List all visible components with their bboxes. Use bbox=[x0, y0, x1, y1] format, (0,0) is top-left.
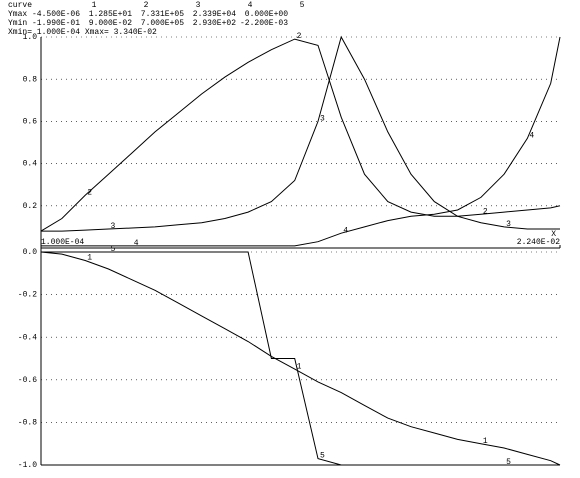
y-tick-label: 0.8 bbox=[23, 75, 38, 84]
header-ymin: 9.000E-02 bbox=[89, 19, 132, 28]
header-curve: 1 bbox=[92, 1, 97, 10]
x-tick-label: 2.240E-02 bbox=[517, 238, 560, 247]
curve-label: 2 bbox=[483, 207, 488, 216]
header-ymin: -1.990E-01 bbox=[32, 19, 80, 28]
header-ymin: 2.930E+02 bbox=[193, 19, 236, 28]
x-axis-label: X bbox=[551, 230, 556, 239]
header-label: Ymax bbox=[8, 10, 27, 19]
curve bbox=[41, 35, 560, 232]
y-tick-label: 0.6 bbox=[23, 118, 38, 127]
header-label: Ymin bbox=[8, 19, 27, 28]
header-curve: 5 bbox=[300, 1, 305, 10]
curve-label: 4 bbox=[134, 239, 139, 248]
header-ymax: 1.285E+01 bbox=[89, 10, 132, 19]
curve-label: 1 bbox=[297, 362, 302, 371]
header-label: curve bbox=[8, 1, 32, 10]
header-ymax: 0.000E+00 bbox=[245, 10, 288, 19]
header-xrange: Xmin= 1.000E-04 Xmax= 3.340E-02 bbox=[8, 28, 157, 37]
curve-label: 4 bbox=[529, 131, 534, 140]
y-tick-label: -0.8 bbox=[18, 419, 37, 428]
header-ymax: -4.500E-06 bbox=[32, 10, 80, 19]
y-tick-label: 0.2 bbox=[23, 202, 38, 211]
header-curve: 4 bbox=[248, 1, 253, 10]
x-tick-label: 1.000E-04 bbox=[41, 238, 84, 247]
y-tick-label: -1.0 bbox=[18, 461, 37, 470]
y-tick-label: 0.0 bbox=[23, 248, 38, 257]
curve-label: 3 bbox=[320, 115, 325, 124]
curve bbox=[40, 38, 561, 232]
y-tick-label: 1.0 bbox=[23, 33, 38, 42]
curve-label: 1 bbox=[87, 254, 92, 263]
curve-label: 3 bbox=[506, 220, 511, 229]
curve bbox=[41, 251, 560, 466]
curve-label: 5 bbox=[506, 458, 511, 467]
curve-label: 2 bbox=[87, 188, 92, 197]
header-ymin: -2.200E-03 bbox=[240, 19, 288, 28]
curve-label: 4 bbox=[343, 226, 348, 235]
curve-label: 2 bbox=[297, 32, 302, 41]
y-tick-label: 0.4 bbox=[23, 160, 38, 169]
y-tick-label: -0.6 bbox=[18, 376, 37, 385]
header-ymax: 2.339E+04 bbox=[193, 10, 236, 19]
curve bbox=[41, 36, 561, 247]
curve bbox=[40, 251, 561, 466]
header-ymin: 7.000E+05 bbox=[141, 19, 184, 28]
curve-label: 5 bbox=[320, 452, 325, 461]
y-tick-label: -0.2 bbox=[18, 291, 37, 300]
curve-label: 5 bbox=[110, 245, 115, 254]
header-ymax: 7.331E+05 bbox=[141, 10, 184, 19]
curve-label: 3 bbox=[110, 222, 115, 231]
header-curve: 3 bbox=[196, 1, 201, 10]
header-curve: 2 bbox=[144, 1, 149, 10]
curve-label: 1 bbox=[483, 437, 488, 446]
y-tick-label: -0.4 bbox=[18, 333, 37, 342]
